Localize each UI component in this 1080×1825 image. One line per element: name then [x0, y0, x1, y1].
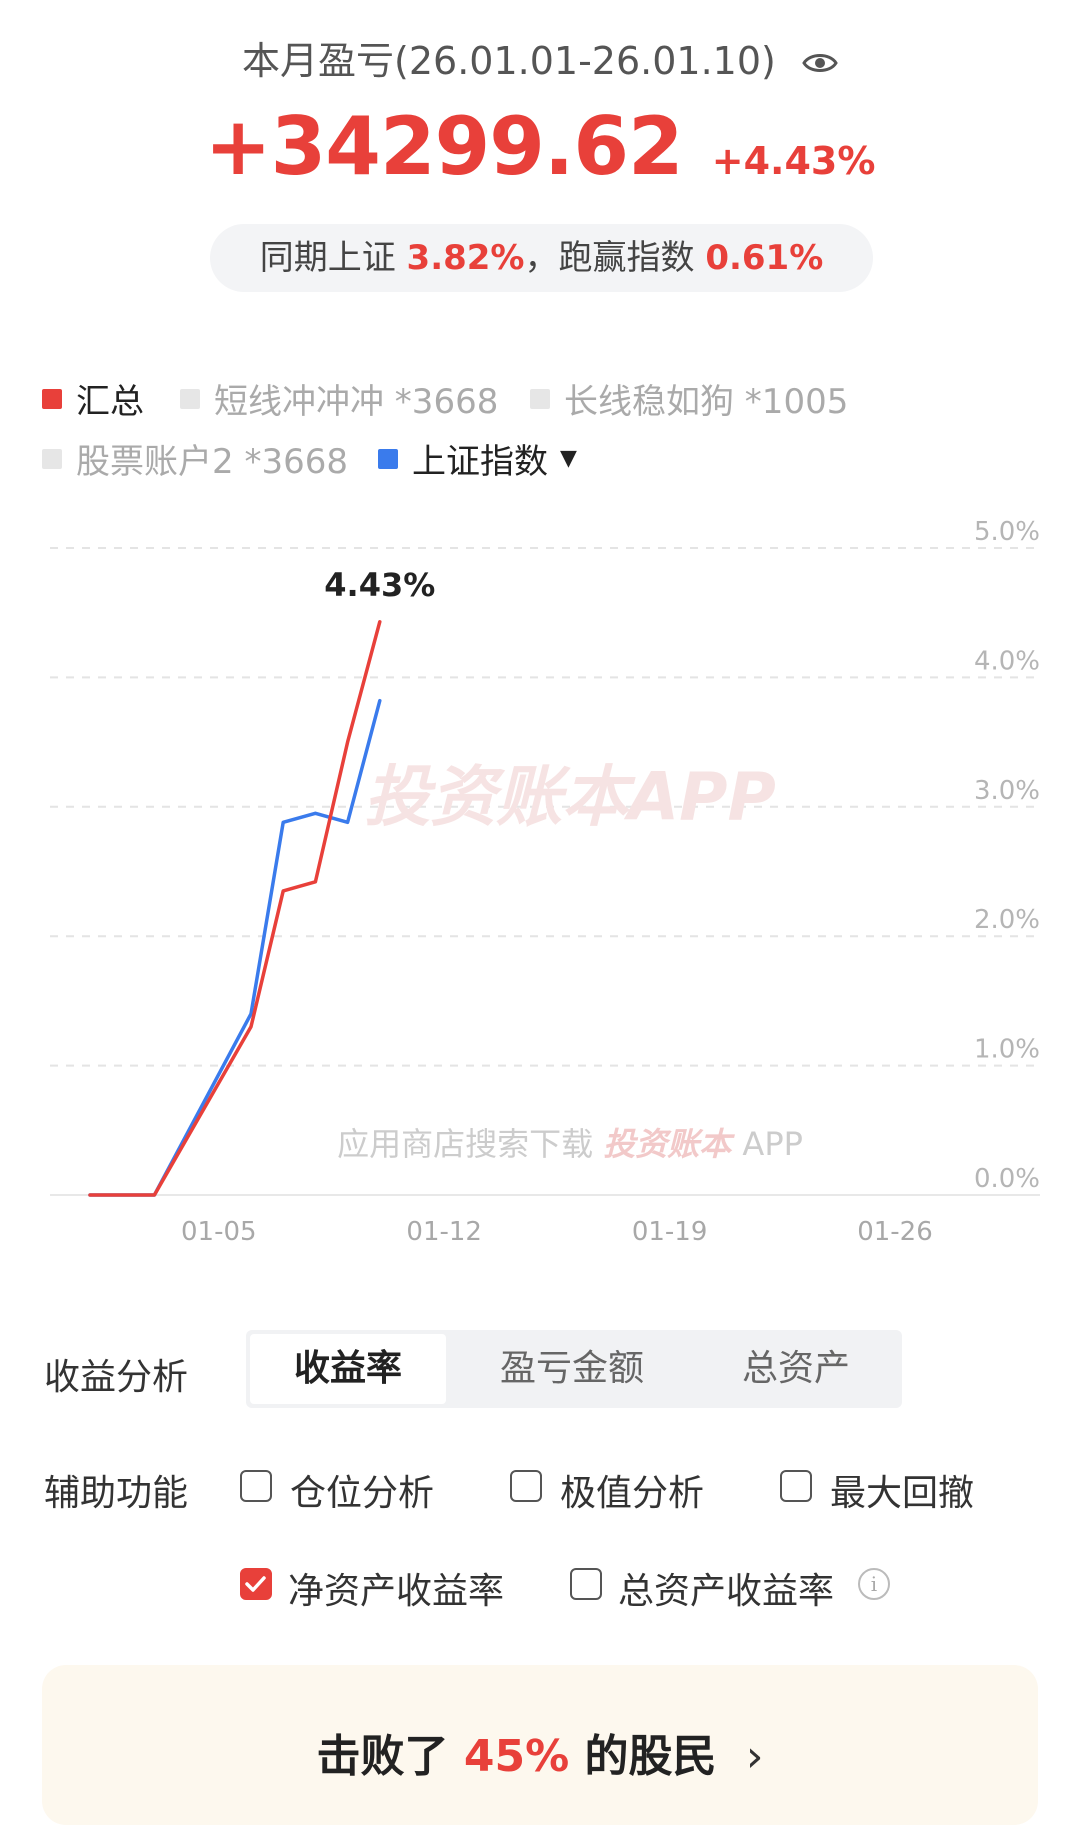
rank-suffix: 的股民 [569, 1731, 717, 1782]
rank-text[interactable]: 击败了 45% 的股民 › [0, 1720, 1080, 1784]
rank-prefix: 击败了 [316, 1731, 464, 1782]
check-icon [245, 1576, 266, 1592]
tab-total-assets[interactable]: 总资产 [741, 1348, 850, 1389]
tab-return-rate[interactable]: 收益率 [250, 1334, 446, 1404]
checkbox-net-asset-return[interactable] [240, 1568, 272, 1600]
series-line-summary [88, 620, 382, 1197]
aux-label: 辅助功能 [44, 1473, 189, 1514]
checkbox-label[interactable]: 净资产收益率 [288, 1571, 505, 1612]
tab-profit-amount[interactable]: 盈亏金额 [499, 1348, 644, 1389]
y-tick-label: 4.0% [974, 646, 1040, 676]
legend-swatch [378, 448, 398, 469]
dropdown-caret-icon[interactable]: ▼ [560, 446, 577, 471]
y-tick-label: 2.0% [974, 905, 1040, 935]
series-line-index [88, 698, 382, 1197]
chevron-right-icon: › [745, 1731, 764, 1782]
legend-item-shanghai-index[interactable]: 上证指数 ▼ [378, 434, 577, 483]
legend-item-account-2[interactable]: 股票账户2 *3668 [42, 434, 348, 483]
period-title: 本月盈亏(26.01.01-26.01.10) [0, 30, 1080, 86]
x-tick-label: 01-26 [857, 1217, 933, 1247]
legend-item-account-3668[interactable]: 短线冲冲冲 *3668 [180, 374, 498, 423]
checkbox-extreme-analysis[interactable] [510, 1470, 542, 1502]
analysis-label: 收益分析 [44, 1357, 189, 1398]
watermark-text: 投资账本APP [364, 759, 776, 836]
compare-index-pct: 3.82% [406, 238, 525, 278]
checkbox-max-drawdown[interactable] [780, 1470, 812, 1502]
checkbox-label[interactable]: 总资产收益率 [618, 1571, 835, 1612]
x-tick-label: 01-05 [181, 1217, 257, 1247]
y-tick-label: 1.0% [974, 1035, 1040, 1065]
checkbox-total-asset-return[interactable] [570, 1568, 602, 1600]
legend-swatch [180, 388, 200, 409]
eye-icon[interactable] [802, 42, 838, 86]
x-tick-label: 01-12 [406, 1217, 482, 1247]
x-tick-label: 01-19 [632, 1217, 708, 1247]
y-tick-label: 3.0% [974, 776, 1040, 806]
legend-swatch [42, 448, 62, 469]
watermark-bottom: 应用商店搜索下载 投资账本 APP [337, 1125, 803, 1163]
legend-label: 长线稳如狗 *1005 [564, 382, 849, 422]
profit-amount: +34299.62 [204, 100, 684, 193]
legend-label: 汇总 [76, 382, 144, 422]
legend-swatch [42, 388, 62, 409]
legend-label: 股票账户2 *3668 [76, 442, 348, 482]
legend-label: 上证指数 [412, 442, 548, 482]
legend-item-account-1005[interactable]: 长线稳如狗 *1005 [530, 374, 848, 423]
y-tick-label: 5.0% [974, 517, 1040, 547]
checkbox-label[interactable]: 最大回撤 [830, 1473, 975, 1514]
checkbox-label[interactable]: 仓位分析 [290, 1473, 435, 1514]
compare-prefix: 同期上证 [259, 238, 407, 278]
watermark-bottom-brand: 投资账本 [603, 1125, 742, 1163]
y-tick-label: 0.0% [974, 1164, 1040, 1194]
checkbox-label[interactable]: 极值分析 [560, 1473, 705, 1514]
performance-chart[interactable]: 5.0% 4.0% 3.0% 2.0% 1.0% 0.0% 01-05 01-12 01-19 0… [30, 510, 1050, 1250]
analysis-tab-group: 收益率 盈亏金额 总资产 [246, 1330, 902, 1408]
end-value-label: 4.43% [324, 566, 435, 604]
index-compare-pill: 同期上证 3.82%，跑赢指数 0.61% [210, 224, 873, 292]
rank-percent: 45% [463, 1731, 570, 1782]
compare-mid: ，跑赢指数 [524, 238, 706, 278]
info-icon[interactable]: i [858, 1568, 890, 1600]
legend-item-summary[interactable]: 汇总 [42, 374, 144, 423]
checkbox-position-analysis[interactable] [240, 1470, 272, 1502]
watermark-bottom-prefix: 应用商店搜索下载 [337, 1125, 603, 1163]
profit-percent: +4.43% [711, 139, 876, 183]
watermark-bottom-suffix: APP [742, 1125, 802, 1163]
compare-beat-pct: 0.61% [705, 238, 824, 278]
profit-summary: +34299.62 +4.43% [0, 100, 1080, 193]
legend-label: 短线冲冲冲 *3668 [214, 382, 499, 422]
period-title-text: 本月盈亏(26.01.01-26.01.10) [242, 39, 776, 83]
legend-swatch [530, 388, 550, 409]
